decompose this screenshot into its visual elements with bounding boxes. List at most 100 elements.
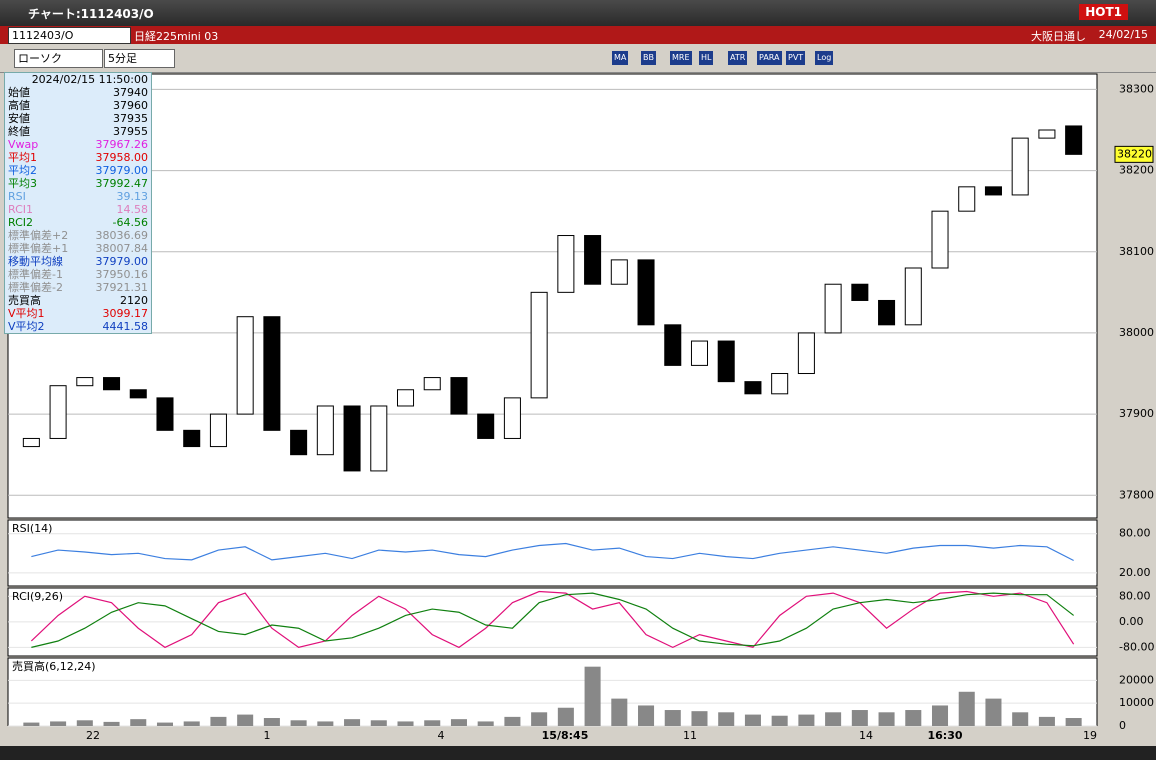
info-value: 37979.00 xyxy=(95,164,149,177)
info-value: 37979.00 xyxy=(95,255,149,268)
candle xyxy=(958,186,976,212)
candle xyxy=(22,437,40,448)
info-label: 標準偏差+1 xyxy=(8,242,69,255)
volume-bar xyxy=(798,714,815,726)
info-label: 始値 xyxy=(8,86,30,99)
x-tick-label: 14 xyxy=(859,729,873,742)
interval-select[interactable]: 5分足 xyxy=(104,49,175,68)
indicator-button[interactable]: HL xyxy=(699,51,714,65)
info-label: 標準偏差+2 xyxy=(8,229,69,242)
candle xyxy=(290,429,308,456)
info-row: RCI1 14.58 xyxy=(5,203,151,216)
candle xyxy=(1038,129,1056,139)
candle xyxy=(477,413,495,439)
title-bar: チャート:1112403/O HOT1 xyxy=(0,0,1156,26)
candle xyxy=(931,210,949,269)
y-tick-label: 0 xyxy=(1119,719,1126,732)
candle xyxy=(1011,137,1029,196)
candle xyxy=(450,377,468,415)
info-label: RCI1 xyxy=(8,203,34,216)
y-tick-label: 10000 xyxy=(1119,696,1154,709)
instrument: 日経225mini 03 xyxy=(134,30,219,43)
info-row: 標準偏差+2 38036.69 xyxy=(5,229,151,242)
volume-bar xyxy=(691,711,708,726)
info-row: V平均2 4441.58 xyxy=(5,320,151,333)
info-value: 37992.47 xyxy=(95,177,149,190)
volume-bar xyxy=(1038,716,1055,726)
last-price-box xyxy=(1114,145,1154,163)
volume-bar xyxy=(611,698,628,726)
y-tick-label: 37900 xyxy=(1119,407,1154,420)
candle xyxy=(129,389,147,399)
indicator-button[interactable]: MRE xyxy=(670,51,692,65)
volume-bar xyxy=(771,715,788,726)
panel-title: RCI(9,26) xyxy=(12,590,63,603)
candle xyxy=(530,291,548,399)
candle xyxy=(690,340,709,366)
candle xyxy=(771,373,789,395)
volume-bar xyxy=(825,712,842,726)
y-tick-label: 38000 xyxy=(1119,326,1154,339)
info-value: 37950.16 xyxy=(95,268,149,281)
y-tick-label: 38300 xyxy=(1119,82,1154,95)
hot-button[interactable]: HOT1 xyxy=(1079,4,1128,20)
indicator-button[interactable]: MA xyxy=(612,51,629,65)
indicator-button[interactable]: PARA xyxy=(757,51,782,65)
info-label: 平均3 xyxy=(8,177,37,190)
info-label: Vwap xyxy=(8,138,39,151)
volume-bar xyxy=(664,710,681,726)
volume-bar xyxy=(23,722,40,726)
info-row: 標準偏差-1 37950.16 xyxy=(5,268,151,281)
candle xyxy=(637,259,655,326)
x-tick-label: 19 xyxy=(1083,729,1097,742)
volume-bar xyxy=(130,719,147,726)
candle xyxy=(76,377,94,387)
info-value: 2120 xyxy=(120,294,148,307)
info-label: 移動平均線 xyxy=(8,255,63,268)
y-tick-label: 0.00 xyxy=(1119,615,1144,628)
info-label: 平均2 xyxy=(8,164,37,177)
volume-bar xyxy=(424,720,441,726)
indicator-button[interactable]: Log xyxy=(815,51,834,65)
volume-bar xyxy=(638,705,655,726)
volume-bar xyxy=(477,721,494,726)
indicator-button[interactable]: PVT xyxy=(786,51,806,65)
volume-bar xyxy=(210,716,227,726)
volume-bar xyxy=(931,705,949,726)
y-tick-label: 80.00 xyxy=(1119,527,1151,540)
candle xyxy=(343,405,361,472)
volume-bar xyxy=(450,719,467,726)
info-row: 平均2 37979.00 xyxy=(5,164,151,177)
info-row: RCI2 -64.56 xyxy=(5,216,151,229)
y-tick-label: 38200 xyxy=(1119,164,1154,177)
info-row: 平均3 37992.47 xyxy=(5,177,151,190)
volume-bar xyxy=(744,714,761,726)
candle xyxy=(904,267,922,326)
info-label: 平均1 xyxy=(8,151,37,164)
volume-bar xyxy=(851,710,868,726)
info-value: -64.56 xyxy=(112,216,148,229)
info-value: 37958.00 xyxy=(95,151,149,164)
candle xyxy=(503,397,521,439)
volume-bar xyxy=(103,721,120,726)
volume-bar xyxy=(344,719,361,726)
volume-bar xyxy=(905,710,922,726)
info-row: 売買高 2120 xyxy=(5,294,151,307)
candle xyxy=(557,235,575,293)
info-label: 高値 xyxy=(8,99,30,112)
info-row: RSI 39.13 xyxy=(5,190,151,203)
chart-type-select[interactable]: ローソク xyxy=(14,49,103,68)
info-value: 37955 xyxy=(113,125,148,138)
volume-bar xyxy=(317,721,334,726)
scrollbar xyxy=(0,746,1156,760)
candle xyxy=(236,316,254,415)
volume-bar xyxy=(878,712,895,726)
info-row: 終値 37955 xyxy=(5,125,151,138)
indicator-button[interactable]: ATR xyxy=(728,51,748,65)
date: 24/02/15 xyxy=(1098,28,1148,41)
indicator-button[interactable]: BB xyxy=(641,51,656,65)
volume-bar xyxy=(237,714,254,726)
info-label: 売買高 xyxy=(8,294,41,307)
volume-bar xyxy=(531,712,548,726)
symbol-input[interactable]: 1112403/O xyxy=(8,27,131,44)
